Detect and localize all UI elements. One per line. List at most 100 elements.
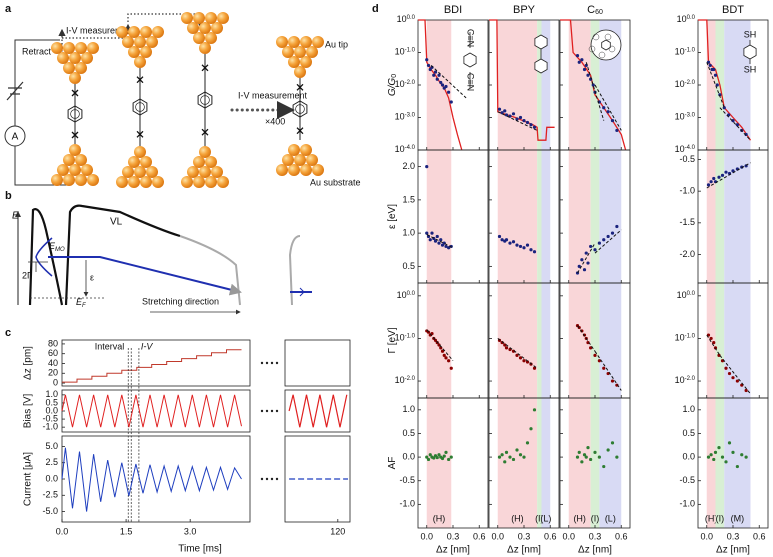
tick-exp: -3.0 xyxy=(405,112,416,118)
fit-line xyxy=(594,351,622,391)
y-axis-label: ε [eV] xyxy=(387,204,398,229)
data-point xyxy=(577,264,581,268)
data-point xyxy=(428,453,432,457)
gold-atom xyxy=(306,46,318,58)
gold-atom xyxy=(81,164,93,176)
gold-atom xyxy=(217,12,229,24)
data-point xyxy=(497,107,502,111)
data-point xyxy=(717,353,721,357)
axes-frame xyxy=(284,389,351,433)
data-point xyxy=(602,464,606,469)
break-dot xyxy=(270,361,274,365)
annotation: I-V xyxy=(141,341,153,351)
data-point xyxy=(582,67,587,72)
data-point xyxy=(503,109,507,113)
x-axis-label: Δz [nm] xyxy=(716,545,750,556)
break-dot xyxy=(265,409,269,413)
y-tick-label: 100.0 xyxy=(397,290,416,300)
axes-frame xyxy=(284,435,351,523)
gold-atom xyxy=(128,176,140,188)
fit-line xyxy=(577,242,596,274)
x-axis-label: Δz [nm] xyxy=(436,545,470,556)
y-tick-label: 1.0 xyxy=(402,228,415,238)
y-axis-label: Γ [eV] xyxy=(387,327,398,353)
anchor-mark xyxy=(296,83,304,91)
break-dot xyxy=(260,477,264,481)
y-tick-label: 40 xyxy=(48,358,58,368)
title-base: BDT xyxy=(722,4,744,16)
data-point xyxy=(580,460,584,464)
data-point xyxy=(425,58,429,62)
y-tick-label: 0.0 xyxy=(682,451,695,461)
x-tick-label: 120 xyxy=(330,526,345,536)
y-tick-label: -1.0 xyxy=(42,422,58,432)
break-dot xyxy=(275,477,279,481)
data-point xyxy=(731,169,735,173)
data-point xyxy=(606,234,610,239)
data-point xyxy=(735,379,739,383)
data-point xyxy=(439,80,443,85)
data-point xyxy=(610,231,615,235)
gold-atom xyxy=(69,72,81,84)
data-point xyxy=(735,123,739,127)
data-point xyxy=(511,457,516,462)
data-point xyxy=(432,73,436,77)
gold-atom xyxy=(193,12,205,24)
gold-atom xyxy=(199,22,211,34)
data-point xyxy=(602,366,606,370)
potential xyxy=(28,208,64,306)
data-point xyxy=(606,448,610,452)
y-tick-label: 100.0 xyxy=(677,14,696,24)
fit-line xyxy=(577,325,596,352)
data-point xyxy=(432,456,436,460)
voltage-source xyxy=(6,81,24,101)
data-point xyxy=(503,343,507,347)
benzene-ring xyxy=(292,100,308,118)
y-tick-label: 10-1.0 xyxy=(395,47,416,57)
x-tick-label: 0.0 xyxy=(56,526,69,536)
c60-face xyxy=(598,51,606,59)
data-point xyxy=(444,244,448,249)
data-point xyxy=(586,340,590,345)
gold-atom xyxy=(146,36,158,48)
measurement-arrow xyxy=(62,23,132,39)
gold-atom xyxy=(122,36,134,48)
y-axis-label: Current [μA] xyxy=(23,452,34,506)
y-tick-label: 10-1.0 xyxy=(395,333,416,343)
data-point xyxy=(497,455,502,459)
data-point xyxy=(597,455,601,459)
tick-base: 10 xyxy=(675,375,685,385)
data-point xyxy=(444,84,448,89)
x-tick-label: 0.0 xyxy=(420,531,433,541)
gold-atom xyxy=(306,154,318,166)
data-point xyxy=(593,450,597,454)
ammeter xyxy=(4,125,26,147)
label-base: Γ [eV] xyxy=(387,327,398,353)
gold-atom xyxy=(294,46,306,58)
data-point xyxy=(444,450,448,454)
gold-atom xyxy=(75,154,87,166)
gold-atom xyxy=(63,62,75,74)
y-axis-label: G/G0 xyxy=(387,74,398,96)
y-tick-label: 0 xyxy=(53,377,58,387)
tick-base: 10 xyxy=(397,14,407,24)
region-label: (L) xyxy=(540,513,551,523)
gold-atom xyxy=(140,176,152,188)
data-point xyxy=(731,119,735,123)
data-point xyxy=(515,353,519,357)
gold-atom xyxy=(205,176,217,188)
fit-line xyxy=(430,65,467,99)
title-base: BDI xyxy=(444,4,462,16)
data-point xyxy=(615,455,619,459)
region-label: (H) xyxy=(573,513,586,523)
data-point xyxy=(518,244,523,249)
data-point xyxy=(440,83,445,87)
x-tick-label: 1.5 xyxy=(120,526,133,536)
fit-line xyxy=(594,229,622,254)
data-point xyxy=(610,119,615,123)
tick-base: 10 xyxy=(675,144,685,154)
gold-atom xyxy=(193,32,205,44)
gold-atom xyxy=(69,164,81,176)
gold-atom xyxy=(276,164,288,176)
label-sub: MO xyxy=(55,247,65,253)
